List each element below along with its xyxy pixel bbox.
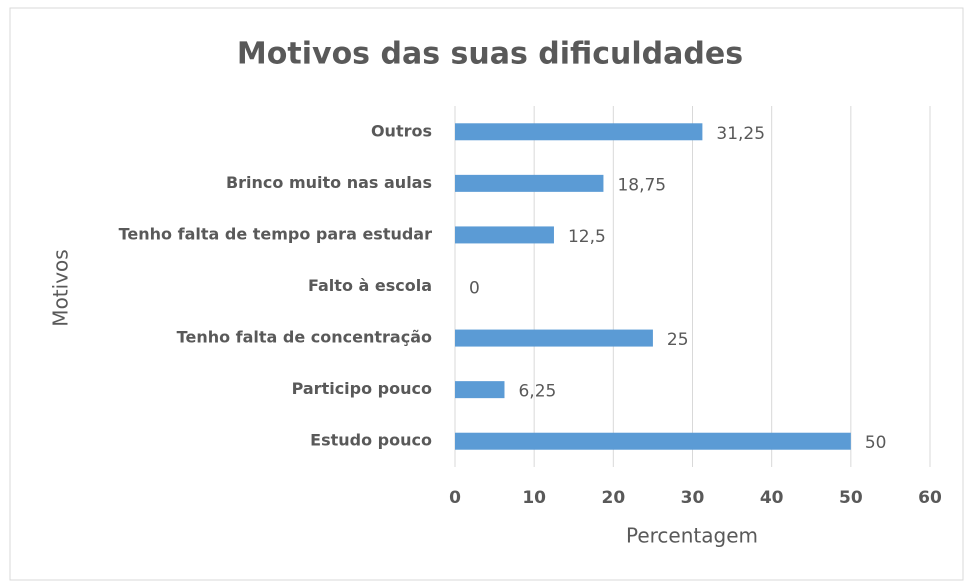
x-axis-title: Percentagem: [626, 524, 758, 548]
y-tick-label: Outros: [371, 121, 432, 140]
bar: [455, 226, 554, 244]
x-tick-label: 60: [918, 488, 942, 508]
bar: [455, 329, 653, 347]
data-label: 25: [667, 330, 689, 350]
y-tick-label: Tenho falta de concentração: [177, 328, 432, 347]
bar: [455, 432, 851, 450]
bar: [455, 174, 604, 192]
bar: [455, 123, 703, 141]
x-tick-label: 40: [760, 488, 784, 508]
y-tick-label: Brinco muito nas aulas: [226, 173, 432, 192]
x-tick-label: 20: [601, 488, 625, 508]
data-label: 12,5: [568, 227, 606, 247]
x-tick-label: 0: [449, 488, 461, 508]
y-tick-label: Falto à escola: [308, 276, 432, 295]
bar: [455, 381, 505, 399]
x-tick-label: 10: [522, 488, 546, 508]
chart-title: Motivos das suas dificuldades: [237, 37, 743, 72]
data-label: 18,75: [617, 175, 666, 195]
y-axis-title: Motivos: [49, 249, 73, 326]
y-tick-label: Estudo pouco: [310, 431, 432, 450]
data-label: 31,25: [716, 124, 765, 144]
x-tick-label: 50: [839, 488, 863, 508]
y-tick-label: Tenho falta de tempo para estudar: [119, 224, 432, 243]
data-label: 50: [865, 433, 887, 453]
chart-frame: [9, 7, 964, 581]
data-label: 6,25: [518, 382, 556, 402]
data-label: 0: [469, 279, 480, 299]
x-tick-label: 30: [681, 488, 705, 508]
y-tick-label: Participo pouco: [292, 379, 432, 398]
